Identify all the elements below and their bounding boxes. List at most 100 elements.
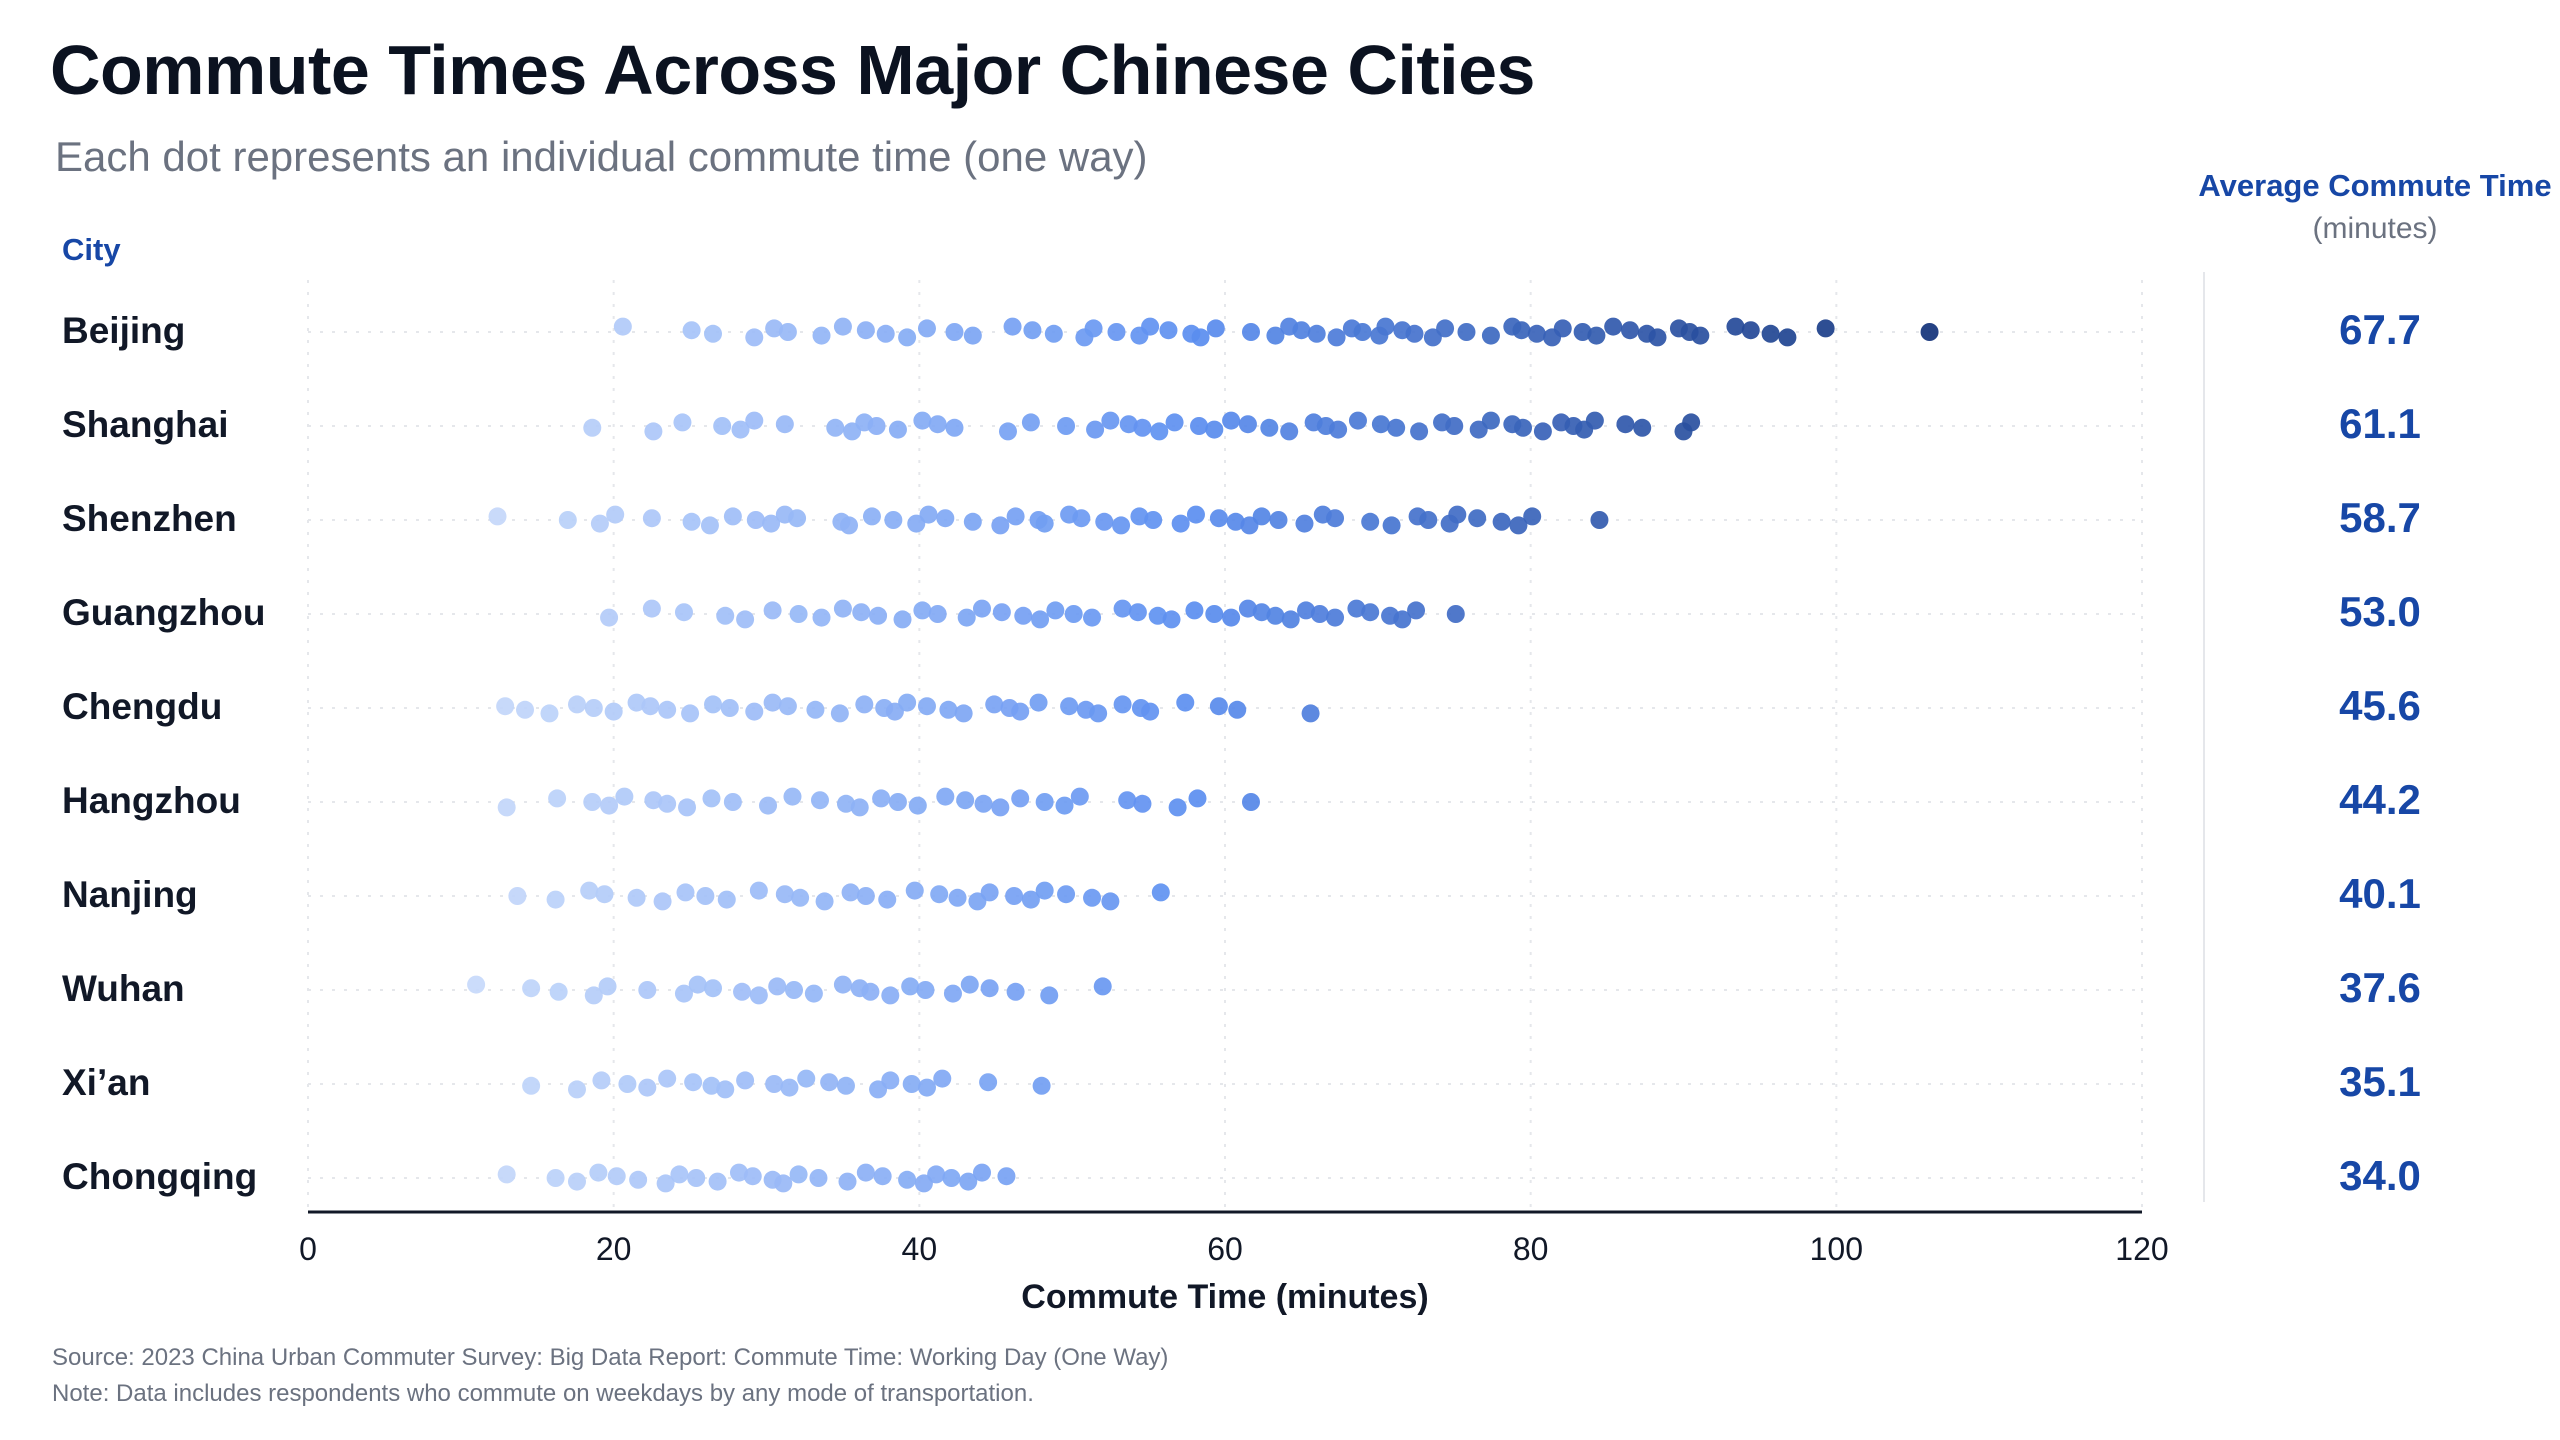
commute-dot-shanghai [928, 415, 947, 434]
commute-dot-shenzhen [488, 507, 507, 526]
commute-dot-shenzhen [1492, 512, 1511, 531]
commute-dot-xian [684, 1073, 703, 1092]
commute-dot-nanjing [1057, 885, 1076, 904]
commute-dot-shanghai [583, 418, 602, 437]
average-value-chengdu: 45.6 [2339, 682, 2421, 729]
commute-dot-guangzhou [1238, 599, 1257, 618]
commute-dot-shanghai [867, 417, 886, 435]
commute-dot-guangzhou [1148, 606, 1167, 625]
average-value-chongqing: 34.0 [2339, 1152, 2421, 1199]
commute-dot-beijing [898, 328, 917, 347]
commute-dot-guangzhou [1128, 603, 1147, 622]
commute-dot-chengdu [745, 702, 764, 721]
commute-dot-shenzhen [919, 505, 938, 524]
commute-dot-nanjing [580, 881, 599, 900]
commute-dot-beijing [1920, 323, 1939, 341]
source-note: Source: 2023 China Urban Commuter Survey… [52, 1344, 1169, 1371]
commute-dot-guangzhou [812, 608, 831, 627]
commute-dot-shenzhen [1171, 514, 1190, 533]
commute-dot-chengdu [806, 700, 825, 719]
commute-dot-wuhan [1093, 977, 1112, 996]
commute-dot-shanghai [1238, 415, 1257, 434]
commute-dot-shanghai [1481, 411, 1500, 430]
commute-dot-shanghai [1514, 418, 1533, 437]
commute-dot-shenzhen [936, 509, 955, 528]
commute-dot-chongqing [873, 1167, 892, 1186]
commute-dot-beijing [1621, 321, 1640, 340]
x-tick-label: 120 [2115, 1231, 2168, 1267]
commute-dot-xian [780, 1078, 799, 1097]
commute-dot-guangzhou [1162, 610, 1181, 629]
commute-dot-nanjing [905, 881, 924, 900]
x-tick-label: 20 [596, 1231, 632, 1267]
commute-dot-beijing [1436, 319, 1455, 338]
commute-dot-hangzhou [548, 789, 567, 808]
commute-dot-guangzhou [1347, 599, 1366, 618]
commute-dot-guangzhou [1185, 601, 1204, 620]
commute-dot-beijing [833, 317, 852, 336]
commute-dot-shanghai [1057, 417, 1076, 435]
commute-dot-shenzhen [1226, 512, 1245, 531]
commute-dot-chongqing [809, 1169, 828, 1187]
city-label-shenzhen: Shenzhen [62, 498, 237, 539]
commute-dot-shenzhen [1509, 516, 1528, 535]
commute-dot-shanghai [1133, 418, 1152, 437]
commute-dot-nanjing [1035, 881, 1054, 900]
commute-dot-guangzhou [642, 599, 661, 618]
commute-dot-shanghai [888, 420, 907, 439]
commute-dot-beijing [1084, 319, 1103, 338]
commute-dot-nanjing [508, 887, 527, 905]
commute-dot-xian [658, 1069, 677, 1088]
commute-dot-beijing [1761, 324, 1780, 343]
commute-dot-chengdu [1228, 700, 1247, 719]
commute-dot-shanghai [731, 420, 750, 439]
commute-dot-hangzhou [1055, 796, 1074, 815]
commute-dot-chongqing [972, 1163, 991, 1182]
average-value-hangzhou: 44.2 [2339, 776, 2421, 823]
commute-dot-shanghai [913, 411, 932, 430]
commute-dot-guangzhou [1446, 605, 1465, 623]
commute-dot-shanghai [745, 411, 764, 430]
commute-dot-chengdu [627, 693, 646, 712]
commute-dot-chengdu [1060, 697, 1079, 716]
chart-title: Commute Times Across Major Chinese Citie… [50, 31, 1535, 109]
commute-dot-shenzhen [700, 516, 719, 535]
commute-dot-shenzhen [1590, 511, 1609, 529]
commute-dot-chengdu [1141, 702, 1160, 721]
commute-dot-guangzhou [1083, 608, 1102, 627]
commute-dot-nanjing [948, 888, 967, 907]
commute-dot-shenzhen [1186, 505, 1205, 524]
commute-dot-shenzhen [590, 514, 609, 533]
city-label-chongqing: Chongqing [62, 1156, 258, 1197]
commute-dot-shenzhen [1072, 509, 1091, 528]
commute-dot-shenzhen [991, 516, 1010, 535]
commute-dot-beijing [1003, 317, 1022, 336]
commute-dot-nanjing [546, 890, 565, 909]
commute-dot-wuhan [704, 979, 723, 998]
commute-dot-shenzhen [963, 512, 982, 531]
commute-dot-shenzhen [1144, 511, 1163, 529]
commute-dot-chengdu [763, 693, 782, 712]
x-axis: 0 20 40 60 80 100 120 [299, 1210, 2169, 1267]
commute-dot-hangzhou [497, 798, 516, 817]
commute-dot-guangzhou [1222, 608, 1241, 627]
commute-dot-beijing [1405, 324, 1424, 343]
commute-dot-nanjing [676, 883, 695, 902]
commute-dot-beijing [778, 323, 797, 341]
commute-dot-shanghai [1348, 411, 1367, 430]
commute-dots [467, 317, 1939, 1193]
commute-dot-beijing [1044, 324, 1063, 343]
commute-dot-guangzhou [1361, 603, 1380, 622]
commute-dot-wuhan [833, 975, 852, 994]
commute-dot-beijing [1206, 319, 1225, 338]
commute-dot-shenzhen [1035, 514, 1054, 533]
commute-dot-xian [836, 1076, 855, 1095]
commute-dot-hangzhou [678, 798, 697, 817]
average-value-shanghai: 61.1 [2339, 400, 2421, 447]
commute-dot-xian [979, 1073, 998, 1092]
commute-dot-xian [1032, 1076, 1051, 1095]
commute-dot-hangzhou [615, 787, 634, 806]
commute-dot-nanjing [791, 888, 810, 907]
commute-dot-wuhan [522, 979, 541, 998]
commute-dot-guangzhou [913, 601, 932, 620]
